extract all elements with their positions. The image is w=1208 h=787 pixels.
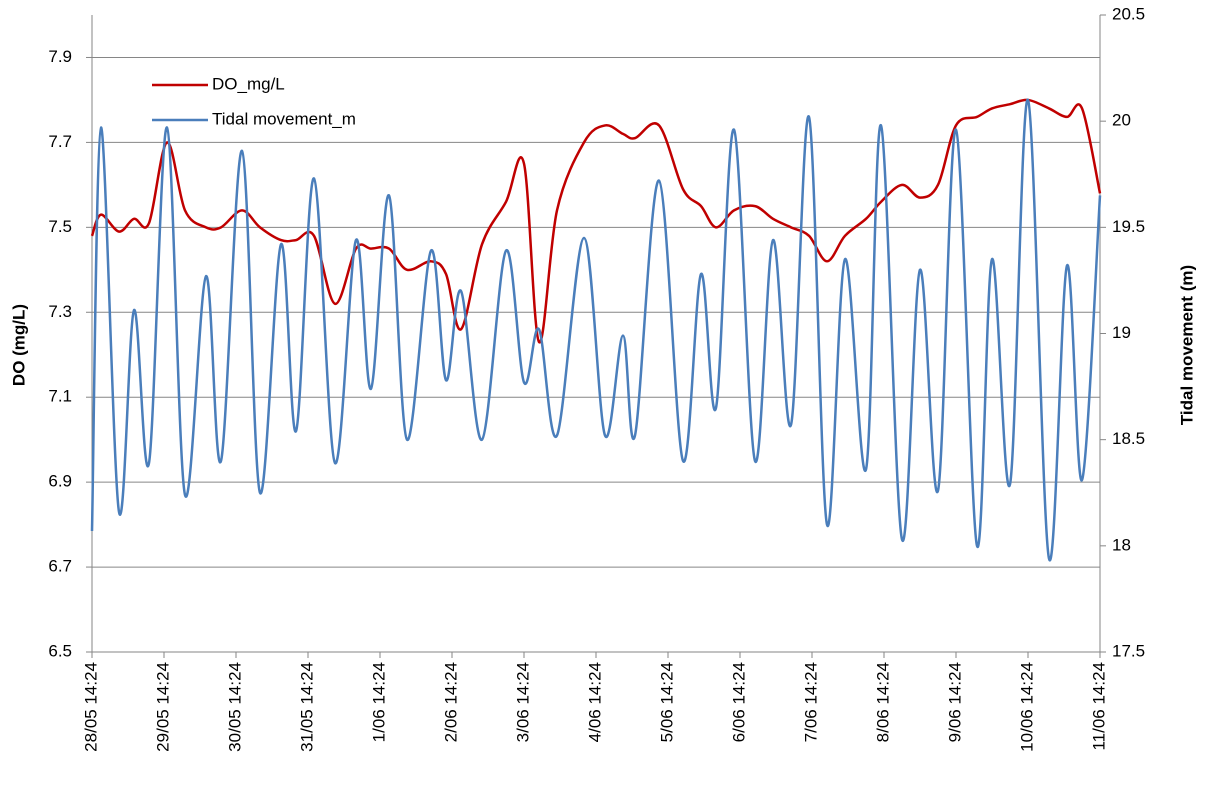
y2-tick-label: 20.5: [1112, 4, 1145, 23]
y2-tick-label: 19.5: [1112, 217, 1145, 236]
x-tick-label: 11/06 14:24: [1089, 662, 1108, 751]
x-tick-label: 3/06 14:24: [513, 662, 532, 742]
y2-axis-title: Tidal movement (m): [1177, 265, 1196, 425]
legend-label: Tidal movement_m: [212, 109, 356, 128]
x-tick-label: 9/06 14:24: [945, 662, 964, 742]
y2-tick-label: 17.5: [1112, 641, 1145, 660]
x-tick-label: 7/06 14:24: [801, 662, 820, 742]
y-tick-label: 7.1: [48, 387, 72, 406]
x-tick-label: 10/06 14:24: [1017, 662, 1036, 752]
x-tick-label: 2/06 14:24: [441, 662, 460, 742]
x-tick-label: 28/05 14:24: [81, 662, 100, 752]
x-tick-label: 30/05 14:24: [225, 662, 244, 752]
y2-tick-label: 18: [1112, 535, 1131, 554]
y-tick-label: 7.3: [48, 302, 72, 321]
x-tick-label: 31/05 14:24: [297, 662, 316, 752]
y-tick-label: 6.7: [48, 557, 72, 576]
y-tick-label: 7.7: [48, 132, 72, 151]
y-tick-label: 7.9: [48, 47, 72, 66]
y-tick-label: 7.5: [48, 217, 72, 236]
x-tick-label: 8/06 14:24: [873, 662, 892, 742]
y2-tick-label: 20: [1112, 111, 1131, 130]
x-tick-label: 29/05 14:24: [153, 662, 172, 752]
x-tick-label: 4/06 14:24: [585, 662, 604, 742]
x-tick-label: 6/06 14:24: [729, 662, 748, 742]
x-tick-label: 1/06 14:24: [369, 662, 388, 742]
x-tick-label: 5/06 14:24: [657, 662, 676, 742]
y-axis-title: DO (mg/L): [9, 304, 28, 386]
data-line: [90, 98, 1102, 562]
y2-tick-label: 19: [1112, 323, 1131, 342]
y-tick-label: 6.9: [48, 472, 72, 491]
legend-label: DO_mg/L: [212, 74, 285, 93]
y-tick-label: 6.5: [48, 641, 72, 660]
y2-tick-label: 18.5: [1112, 429, 1145, 448]
